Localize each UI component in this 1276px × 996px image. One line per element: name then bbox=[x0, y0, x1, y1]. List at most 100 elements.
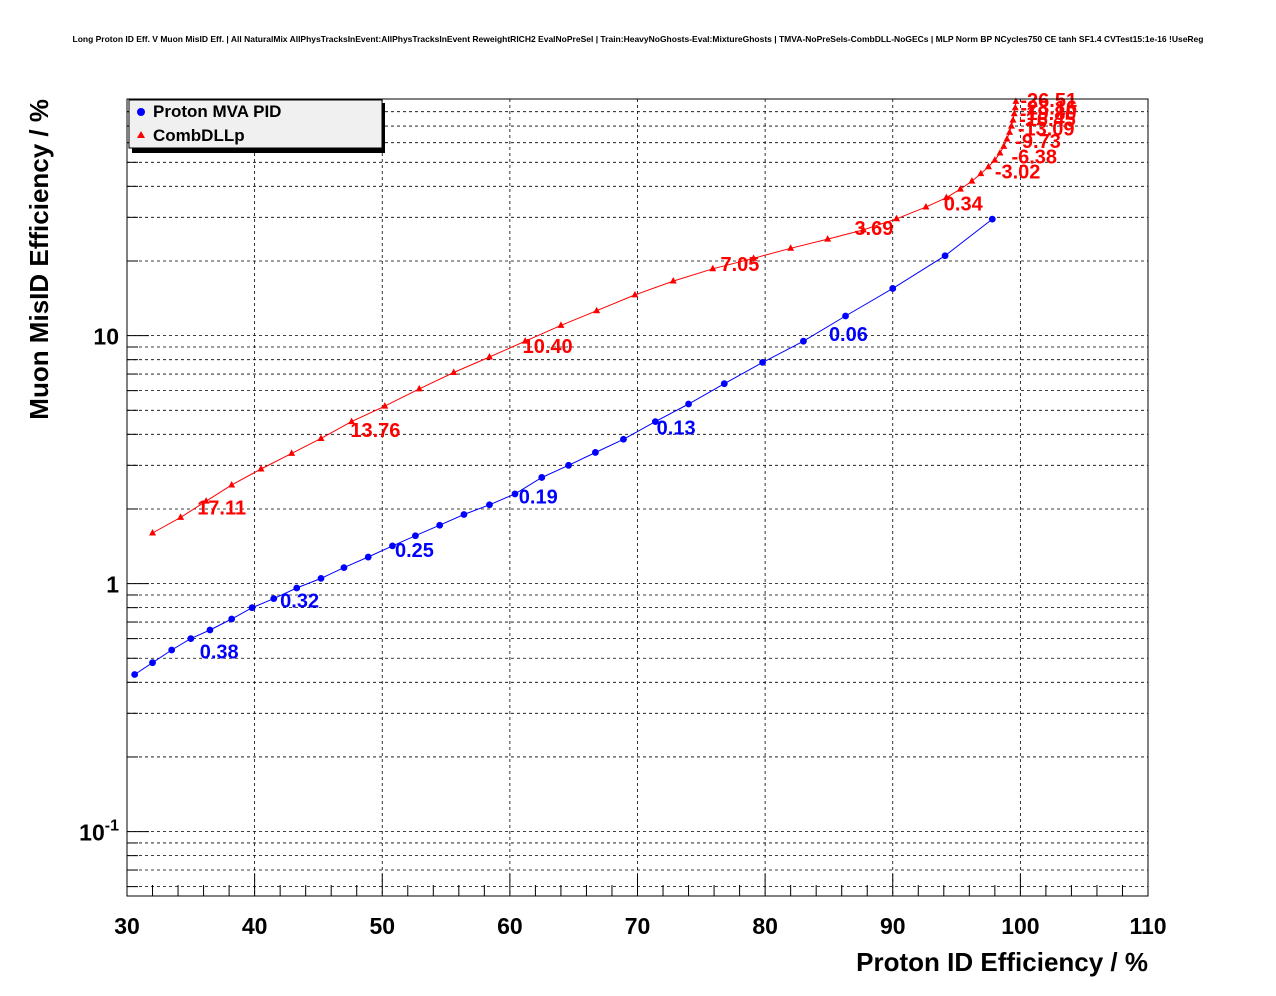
data-point bbox=[149, 529, 157, 536]
data-label: -26.51 bbox=[1020, 90, 1077, 112]
data-label: -13.09 bbox=[1018, 119, 1075, 141]
data-point bbox=[412, 532, 419, 540]
data-label: 0.13 bbox=[657, 417, 696, 439]
data-point bbox=[984, 162, 992, 170]
data-point bbox=[620, 435, 627, 443]
data-point bbox=[381, 402, 389, 409]
data-point bbox=[364, 553, 372, 561]
data-label: 0.19 bbox=[519, 487, 558, 509]
data-point bbox=[288, 449, 296, 456]
x-tick-label: 50 bbox=[369, 913, 395, 939]
data-point bbox=[1011, 103, 1019, 111]
x-tick-label: 100 bbox=[1001, 913, 1039, 939]
data-point bbox=[485, 353, 493, 360]
data-label: -9.73 bbox=[1015, 131, 1061, 153]
data-point bbox=[168, 646, 176, 654]
data-point bbox=[228, 615, 236, 623]
data-point bbox=[565, 461, 572, 469]
y-tick-label: 10-1 bbox=[79, 818, 119, 846]
data-point bbox=[450, 368, 458, 376]
legend-box bbox=[128, 99, 383, 149]
data-point bbox=[1000, 142, 1008, 149]
x-tick-label: 40 bbox=[242, 913, 268, 939]
data-label: 0.32 bbox=[280, 591, 319, 613]
grid-lines bbox=[127, 99, 1148, 896]
data-point bbox=[593, 306, 601, 314]
data-point bbox=[202, 497, 210, 504]
series-layer bbox=[131, 97, 1020, 678]
data-label: 13.76 bbox=[350, 420, 400, 442]
data-point bbox=[389, 542, 396, 550]
data-point bbox=[859, 225, 867, 233]
data-point bbox=[922, 203, 930, 210]
data-point bbox=[787, 244, 795, 251]
data-point bbox=[257, 464, 265, 472]
data-point bbox=[486, 501, 493, 509]
x-tick-label: 90 bbox=[880, 913, 906, 939]
plot-border bbox=[126, 98, 1149, 897]
data-point bbox=[996, 149, 1004, 156]
legend: Proton MVA PID CombDLLp bbox=[128, 99, 385, 153]
data-point bbox=[131, 671, 139, 678]
data-label: 10.40 bbox=[523, 336, 573, 358]
data-point bbox=[720, 380, 728, 388]
data-point bbox=[750, 254, 758, 261]
data-point bbox=[991, 156, 999, 163]
data-point bbox=[317, 434, 325, 441]
data-point bbox=[942, 193, 950, 201]
chart-title: Long Proton ID Eff. V Muon MisID Eff. | … bbox=[73, 34, 1204, 44]
data-point bbox=[988, 215, 996, 223]
data-point bbox=[415, 384, 423, 392]
data-label: 7.05 bbox=[720, 254, 759, 276]
data-label: 17.11 bbox=[197, 497, 246, 519]
data-point bbox=[889, 285, 897, 292]
data-point bbox=[248, 604, 256, 612]
data-label: 0.38 bbox=[200, 641, 239, 663]
data-point bbox=[1007, 122, 1015, 129]
data-point bbox=[511, 490, 519, 498]
data-point bbox=[270, 595, 278, 603]
x-tick-label: 70 bbox=[625, 913, 651, 939]
data-point bbox=[669, 277, 677, 284]
data-label: 0.25 bbox=[395, 540, 434, 562]
data-point bbox=[521, 337, 529, 344]
data-point bbox=[177, 513, 185, 520]
data-point bbox=[187, 635, 195, 643]
data-point bbox=[968, 177, 976, 184]
y-tick-label: 1 bbox=[106, 572, 119, 598]
data-point bbox=[977, 169, 985, 177]
data-point bbox=[436, 521, 444, 529]
data-label: 0.34 bbox=[944, 193, 984, 215]
data-point bbox=[348, 417, 356, 425]
data-point bbox=[893, 214, 901, 222]
data-point bbox=[317, 574, 325, 582]
data-point bbox=[631, 290, 639, 298]
y-tick-label: 10 bbox=[93, 324, 119, 350]
data-point bbox=[557, 321, 565, 328]
data-label: -16.45 bbox=[1019, 109, 1076, 131]
data-point bbox=[1006, 128, 1014, 135]
data-point bbox=[149, 659, 156, 667]
legend-marker-proton-mva bbox=[137, 108, 145, 116]
data-point bbox=[340, 564, 348, 572]
data-point bbox=[1003, 135, 1011, 142]
legend-label-proton-mva: Proton MVA PID bbox=[153, 102, 281, 121]
data-point bbox=[591, 449, 599, 456]
data-point bbox=[685, 400, 692, 408]
data-point bbox=[651, 418, 659, 426]
annotation-layer: 0.38 0.32 0.25 0.19 0.13 0.06 17.11 13.76 10.40 7… bbox=[197, 90, 1077, 663]
data-point bbox=[842, 312, 849, 320]
data-label: -19.80 bbox=[1020, 103, 1077, 125]
data-label: -6.38 bbox=[1011, 146, 1057, 168]
data-label: -3.02 bbox=[995, 162, 1041, 184]
data-point bbox=[1009, 116, 1017, 123]
data-point bbox=[293, 584, 301, 592]
x-tick-label: 80 bbox=[752, 913, 778, 939]
data-point bbox=[709, 264, 717, 272]
x-axis-title: Proton ID Efficiency / % bbox=[856, 947, 1148, 977]
legend-label-combdllp: CombDLLp bbox=[153, 126, 245, 145]
y-axis-title: Muon MisID Efficiency / % bbox=[24, 99, 54, 420]
data-point bbox=[800, 337, 807, 345]
